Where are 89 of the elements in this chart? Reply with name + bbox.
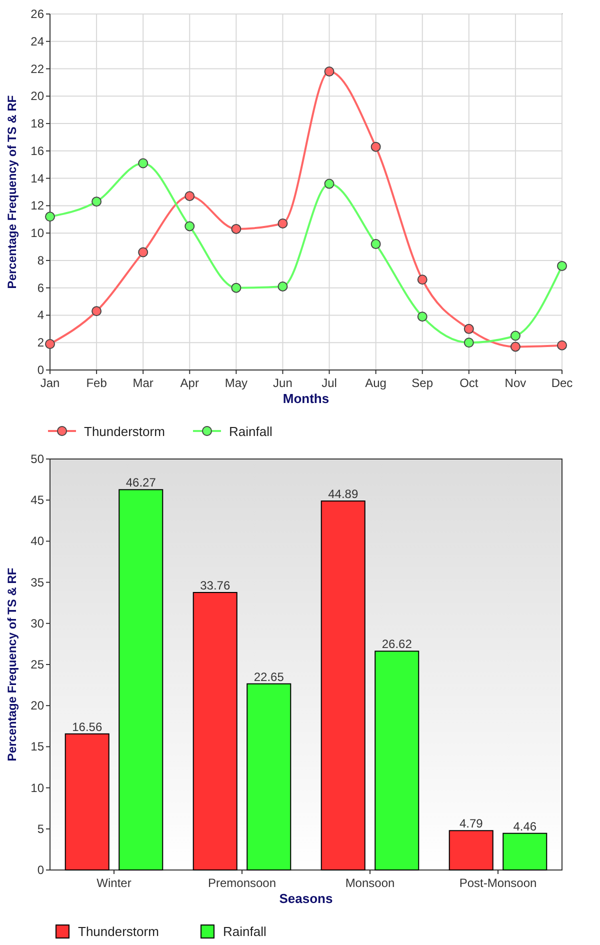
- point: [557, 340, 567, 350]
- point: [184, 191, 195, 202]
- x-tick-label: Aug: [365, 376, 386, 390]
- point: [45, 338, 55, 349]
- data-label: 16.56: [72, 720, 102, 734]
- y-tick-label: 10: [30, 226, 44, 240]
- x-tick-label: Premonsoon: [208, 876, 276, 890]
- y-tick-label: 10: [30, 780, 44, 795]
- point: [45, 212, 55, 222]
- data-label: 44.89: [328, 487, 358, 502]
- x-tick-label: Jul: [322, 376, 337, 390]
- y-tick-label: 26: [30, 7, 44, 21]
- point: [370, 239, 381, 250]
- y-tick-label: 30: [30, 616, 44, 630]
- point: [92, 196, 102, 207]
- bar: [320, 500, 366, 870]
- point: [417, 312, 428, 322]
- point: [557, 260, 567, 271]
- x-tick-label: Mar: [132, 376, 154, 390]
- y-tick-label: 20: [30, 89, 44, 104]
- legend-label: Rainfall: [229, 424, 272, 439]
- point: [324, 66, 334, 77]
- bar: [118, 489, 164, 870]
- y-axis-title: Percentage Frequency of TS & RF: [5, 95, 19, 289]
- y-tick-label: 4: [37, 308, 44, 322]
- data-label: 33.76: [200, 578, 230, 592]
- bar: [448, 830, 494, 870]
- y-tick-label: 0: [37, 363, 44, 377]
- y-tick-label: 40: [30, 534, 44, 548]
- x-tick-label: Jun: [273, 376, 292, 390]
- y-tick-label: 25: [30, 658, 44, 672]
- bar: [192, 592, 238, 870]
- x-axis-title: Months: [282, 391, 330, 406]
- point: [464, 338, 474, 348]
- point: [231, 224, 242, 234]
- point: [510, 330, 520, 341]
- point: [278, 218, 288, 228]
- x-tick-label: Apr: [180, 376, 199, 390]
- x-tick-label: Winter: [96, 876, 132, 890]
- x-tick-label: Nov: [504, 376, 526, 390]
- y-axis-title: Percentage Frequency of TS & RF: [5, 568, 19, 762]
- data-label: 46.27: [126, 476, 156, 490]
- y-tick-label: 15: [30, 740, 44, 754]
- y-tick-label: 8: [37, 253, 44, 268]
- y-tick-label: 18: [30, 116, 44, 131]
- point: [417, 274, 428, 285]
- legend-label: Thunderstorm: [84, 424, 165, 439]
- x-tick-label: Dec: [551, 376, 573, 390]
- x-tick-label: Post-Monsoon: [459, 876, 537, 890]
- y-tick-label: 12: [30, 198, 44, 213]
- point: [184, 221, 195, 232]
- point: [370, 142, 381, 152]
- legend-label: Rainfall: [223, 924, 266, 939]
- point: [138, 158, 148, 168]
- x-tick-label: Feb: [86, 376, 108, 390]
- point: [464, 324, 474, 334]
- x-tick-label: Oct: [460, 376, 479, 390]
- y-tick-label: 0: [37, 863, 44, 877]
- y-tick-label: 22: [30, 62, 44, 76]
- point: [278, 281, 288, 292]
- y-tick-label: 24: [30, 34, 44, 48]
- data-label: 4.79: [459, 816, 484, 831]
- data-label: 26.62: [382, 637, 412, 652]
- y-tick-label: 16: [30, 144, 44, 158]
- data-label: 4.46: [513, 819, 537, 834]
- y-tick-label: 50: [30, 452, 44, 466]
- y-tick-label: 14: [30, 171, 44, 186]
- point: [231, 282, 242, 293]
- y-tick-label: 6: [37, 280, 44, 295]
- y-tick-label: 20: [30, 698, 44, 713]
- x-tick-label: Monsoon: [345, 876, 395, 890]
- x-axis-title: Seasons: [279, 891, 333, 906]
- x-tick-label: May: [224, 376, 248, 390]
- bar: [374, 650, 420, 870]
- legend-label: Thunderstorm: [78, 924, 159, 939]
- y-tick-label: 45: [30, 493, 44, 508]
- point: [138, 247, 148, 258]
- data-label: 22.65: [254, 670, 284, 684]
- point: [92, 306, 102, 316]
- x-tick-label: Jan: [40, 376, 60, 390]
- bar: [64, 733, 110, 870]
- y-tick-label: 35: [30, 575, 44, 590]
- bar: [246, 683, 292, 870]
- point: [510, 342, 520, 352]
- x-tick-label: Sep: [412, 376, 434, 390]
- point: [324, 178, 334, 189]
- y-tick-label: 2: [37, 336, 44, 350]
- bar: [502, 832, 548, 870]
- y-tick-label: 5: [37, 822, 44, 836]
